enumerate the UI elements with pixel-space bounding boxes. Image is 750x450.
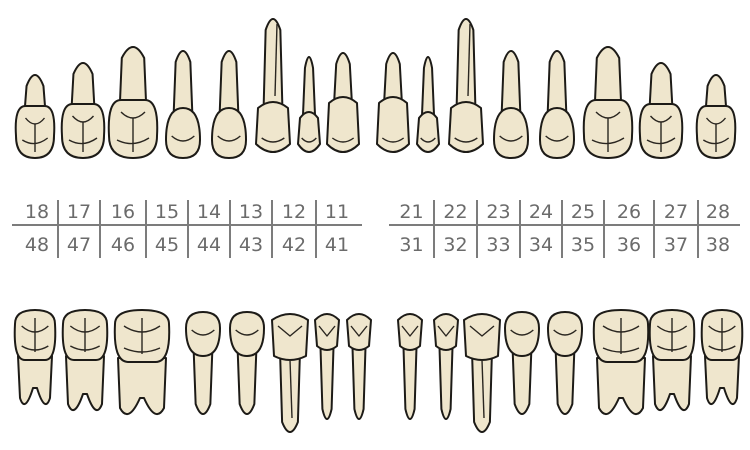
lower-tooth-premolar — [547, 311, 583, 415]
lower-tooth-incisor — [397, 313, 423, 420]
tooth-number: 25 — [571, 201, 595, 223]
lower-tooth-molar1 — [113, 309, 171, 416]
tooth-number: 13 — [239, 201, 263, 223]
upper-tooth-molar2 — [60, 62, 106, 159]
tooth-number: 24 — [529, 201, 553, 223]
tooth-number: 48 — [25, 234, 49, 256]
tooth-number: 11 — [325, 201, 349, 223]
tooth-number: 23 — [486, 201, 510, 223]
upper-tooth-premolar — [539, 50, 575, 159]
tooth-number: 41 — [325, 234, 349, 256]
tooth-number: 45 — [155, 234, 179, 256]
tooth-number: 15 — [155, 201, 179, 223]
tooth-number-grid: 18 17 16 15 14 13 12 11 48 47 46 45 44 43 42 41 21 22 23 24… — [12, 200, 740, 258]
lower-teeth-row — [13, 309, 744, 433]
tooth-number: 12 — [282, 201, 306, 223]
lower-tooth-premolar — [504, 311, 540, 415]
upper-tooth-molar3 — [14, 74, 56, 159]
lower-tooth-molar3 — [700, 309, 744, 406]
tooth-number: 16 — [111, 201, 135, 223]
upper-tooth-canine — [255, 18, 291, 153]
upper-tooth-lateral — [297, 56, 321, 153]
tooth-number: 44 — [197, 234, 221, 256]
tooth-number: 43 — [239, 234, 263, 256]
tooth-number: 27 — [664, 201, 688, 223]
upper-tooth-molar3 — [695, 74, 737, 159]
lower-tooth-molar2 — [648, 309, 696, 412]
lower-tooth-canine — [463, 313, 501, 433]
tooth-number: 34 — [529, 234, 553, 256]
tooth-number: 32 — [443, 234, 467, 256]
tooth-number: 35 — [571, 234, 595, 256]
tooth-number: 28 — [706, 201, 730, 223]
lower-tooth-premolar — [229, 311, 265, 415]
lower-tooth-incisor — [346, 313, 372, 420]
tooth-number: 37 — [664, 234, 688, 256]
lower-tooth-incisor — [433, 313, 459, 420]
upper-tooth-central — [376, 52, 410, 153]
tooth-number: 26 — [617, 201, 641, 223]
tooth-number: 36 — [617, 234, 641, 256]
lower-tooth-incisor — [314, 313, 340, 420]
tooth-number: 18 — [25, 201, 49, 223]
tooth-number: 22 — [443, 201, 467, 223]
tooth-number: 38 — [706, 234, 730, 256]
lower-tooth-molar2 — [61, 309, 109, 412]
lower-tooth-canine — [271, 313, 309, 433]
lower-tooth-premolar — [185, 311, 221, 415]
tooth-number: 17 — [67, 201, 91, 223]
lower-tooth-molar1 — [592, 309, 650, 416]
upper-tooth-molar2 — [638, 62, 684, 159]
lower-tooth-molar3 — [13, 309, 57, 406]
upper-tooth-premolar — [493, 50, 529, 159]
upper-teeth-row — [14, 18, 737, 159]
upper-tooth-lateral — [416, 56, 440, 153]
upper-tooth-premolar — [211, 50, 247, 159]
tooth-number: 33 — [486, 234, 510, 256]
tooth-number: 31 — [399, 234, 423, 256]
tooth-number: 42 — [282, 234, 306, 256]
upper-tooth-premolar — [165, 50, 201, 159]
tooth-number: 46 — [111, 234, 135, 256]
tooth-number: 14 — [197, 201, 221, 223]
upper-tooth-canine — [448, 18, 484, 153]
upper-tooth-central — [326, 52, 360, 153]
upper-tooth-molar1 — [582, 46, 634, 159]
tooth-number: 47 — [67, 234, 91, 256]
upper-tooth-molar1 — [107, 46, 159, 159]
tooth-number: 21 — [399, 201, 423, 223]
